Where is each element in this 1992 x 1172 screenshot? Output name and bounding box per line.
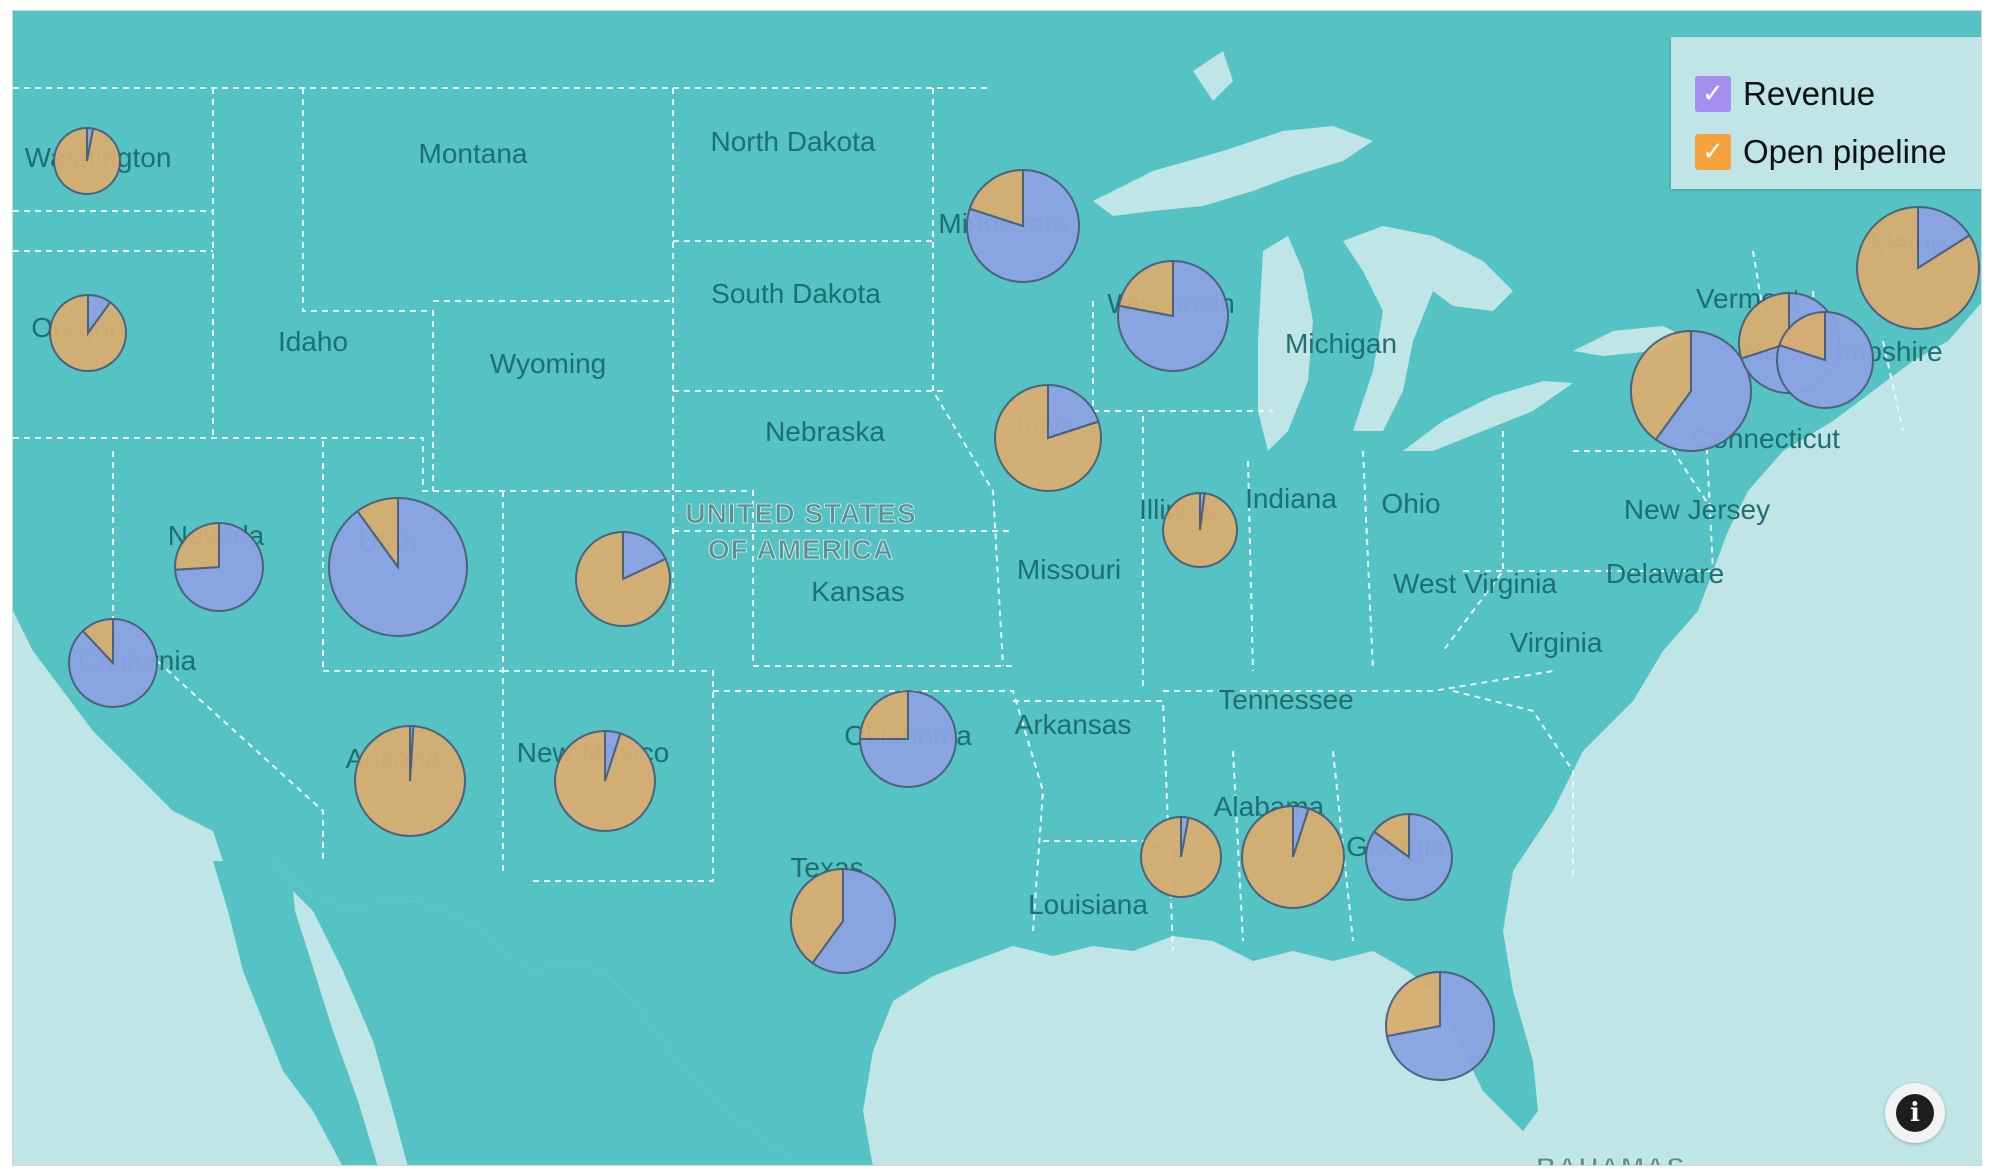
checkbox-open-pipeline[interactable]: ✓ <box>1695 134 1731 170</box>
pie-maine[interactable] <box>1856 205 1980 330</box>
pie-new-york[interactable] <box>1629 329 1752 452</box>
pie-slice-open-pipeline[interactable] <box>81 617 114 666</box>
pie-slice-revenue[interactable] <box>966 168 1080 283</box>
state-label-nebraska: Nebraska <box>765 416 885 447</box>
baja-gulf <box>293 891 408 1165</box>
pie-slice-open-pipeline[interactable] <box>554 729 656 832</box>
pie-alabama[interactable] <box>1241 804 1345 909</box>
map-view[interactable]: WashingtonMontanaNorth DakotaMinnesotaOr… <box>12 10 1982 1166</box>
state-label-michigan: Michigan <box>1285 328 1397 359</box>
state-label-louisiana: Louisiana <box>1028 889 1148 920</box>
pie-illinois[interactable] <box>1162 491 1238 568</box>
pie-slice-open-pipeline[interactable] <box>1162 491 1238 568</box>
pie-markers <box>49 126 1980 1081</box>
pie-california[interactable] <box>68 617 158 708</box>
pie-slice-open-pipeline[interactable] <box>1241 804 1345 909</box>
legend-label-open-pipeline: Open pipeline <box>1743 133 1947 170</box>
state-label-wyoming: Wyoming <box>490 348 606 379</box>
legend-item-open-pipeline[interactable]: ✓ Open pipeline <box>1695 133 1947 171</box>
pie-slice-open-pipeline[interactable] <box>1117 259 1174 318</box>
checkmark-icon: ✓ <box>1702 79 1724 109</box>
state-label-ohio: Ohio <box>1381 488 1440 519</box>
pie-slice-open-pipeline[interactable] <box>1629 329 1692 441</box>
state-label-idaho: Idaho <box>278 326 348 357</box>
pie-wisconsin[interactable] <box>1117 259 1229 372</box>
pie-new-hampshire[interactable] <box>1776 310 1874 409</box>
pie-washington[interactable] <box>53 126 121 195</box>
pie-slice-open-pipeline[interactable] <box>356 496 399 571</box>
pie-slice-open-pipeline[interactable] <box>1856 205 1980 330</box>
state-label-tennessee: Tennessee <box>1218 684 1353 715</box>
pie-slice-revenue[interactable] <box>1917 205 1971 270</box>
legend: ✓ Revenue ✓ Open pipeline <box>1671 37 1981 189</box>
pie-slice-revenue[interactable] <box>1654 329 1752 452</box>
pie-slice-open-pipeline[interactable] <box>174 521 220 571</box>
state-label-montana: Montana <box>419 138 528 169</box>
pie-slice-open-pipeline[interactable] <box>858 689 909 740</box>
pie-oklahoma[interactable] <box>858 689 957 788</box>
map-canvas[interactable]: WashingtonMontanaNorth DakotaMinnesotaOr… <box>13 11 1982 1166</box>
state-label-kansas: Kansas <box>811 576 904 607</box>
pie-mississippi[interactable] <box>1140 815 1222 898</box>
pie-iowa[interactable] <box>994 383 1102 492</box>
state-label-virginia: Virginia <box>1510 627 1603 658</box>
pie-arizona[interactable] <box>353 724 466 837</box>
legend-label-revenue: Revenue <box>1743 75 1876 112</box>
state-label-new-jersey: New Jersey <box>1624 494 1770 525</box>
pie-slice-open-pipeline[interactable] <box>1140 815 1222 898</box>
pie-slice-open-pipeline[interactable] <box>968 168 1024 228</box>
pie-colorado[interactable] <box>575 530 671 627</box>
pie-florida[interactable] <box>1385 970 1495 1081</box>
pie-minnesota[interactable] <box>966 168 1080 283</box>
state-borders <box>13 87 1904 952</box>
pie-texas[interactable] <box>790 867 896 974</box>
pie-nevada[interactable] <box>174 521 264 612</box>
pie-slice-revenue[interactable] <box>858 689 957 788</box>
pie-slice-open-pipeline[interactable] <box>1778 310 1826 362</box>
pie-georgia[interactable] <box>1365 812 1453 901</box>
pie-slice-open-pipeline[interactable] <box>994 383 1102 492</box>
pie-slice-revenue[interactable] <box>811 867 896 974</box>
country-label-line2: OF AMERICA <box>708 534 894 565</box>
pie-slice-open-pipeline[interactable] <box>353 724 466 837</box>
pie-slice-open-pipeline[interactable] <box>49 293 127 372</box>
pie-new-mexico[interactable] <box>554 729 656 832</box>
state-label-south-dakota: South Dakota <box>711 278 881 309</box>
bahamas-label: BAHAMAS <box>1536 1152 1686 1166</box>
checkmark-icon: ✓ <box>1702 137 1724 167</box>
state-label-indiana: Indiana <box>1245 483 1337 514</box>
pie-slice-revenue[interactable] <box>622 530 667 581</box>
state-label-arkansas: Arkansas <box>1015 709 1132 740</box>
pie-utah[interactable] <box>328 496 468 637</box>
legend-item-revenue[interactable]: ✓ Revenue <box>1695 75 1875 113</box>
info-button[interactable]: i <box>1885 1083 1945 1143</box>
pie-oregon[interactable] <box>49 293 127 372</box>
pie-slice-open-pipeline[interactable] <box>1738 291 1790 360</box>
state-label-missouri: Missouri <box>1017 554 1121 585</box>
pie-slice-open-pipeline[interactable] <box>1385 970 1441 1038</box>
state-label-west-virginia: West Virginia <box>1393 568 1557 599</box>
pie-slice-open-pipeline[interactable] <box>53 126 121 195</box>
info-icon: i <box>1896 1094 1934 1132</box>
state-label-north-dakota: North Dakota <box>711 126 876 157</box>
pie-slice-open-pipeline[interactable] <box>575 530 671 627</box>
checkbox-revenue[interactable]: ✓ <box>1695 76 1731 112</box>
country-label-line1: UNITED STATES <box>685 498 916 529</box>
pie-slice-open-pipeline[interactable] <box>1372 812 1410 859</box>
pie-slice-open-pipeline[interactable] <box>790 867 844 965</box>
state-label-delaware: Delaware <box>1606 558 1724 589</box>
